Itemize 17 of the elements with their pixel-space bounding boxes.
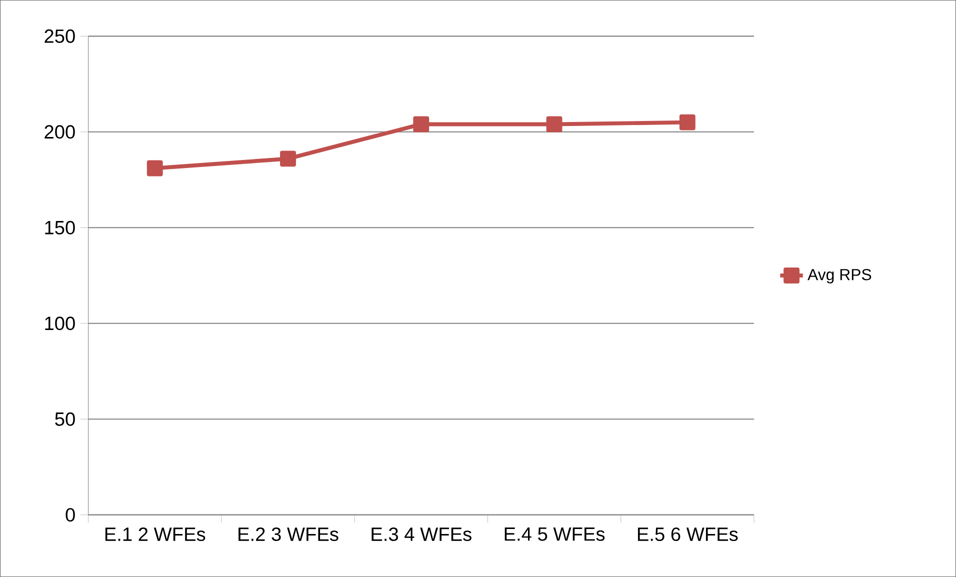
y-tick-label: 0 bbox=[66, 508, 75, 522]
x-tick-label: E.5 6 WFEs bbox=[638, 527, 738, 542]
x-tick-label: E.2 3 WFEs bbox=[238, 527, 338, 542]
y-tick-label: 250 bbox=[44, 29, 75, 43]
x-tick-label: E.4 5 WFEs bbox=[504, 527, 605, 541]
y-tick-label: 200 bbox=[44, 125, 75, 139]
point bbox=[280, 150, 296, 167]
y-tick-label: 100 bbox=[45, 316, 75, 330]
point bbox=[413, 116, 430, 132]
legend-label: Avg RPS bbox=[808, 268, 872, 284]
x-tick-label: E.3 4 WFEs bbox=[372, 527, 472, 542]
point bbox=[146, 160, 163, 176]
y-tick-label: 150 bbox=[45, 220, 75, 234]
x-tick-label: E.1 2 WFEs bbox=[105, 527, 206, 542]
point bbox=[546, 116, 562, 132]
point bbox=[679, 114, 696, 130]
y-tick-label: 50 bbox=[55, 412, 75, 426]
